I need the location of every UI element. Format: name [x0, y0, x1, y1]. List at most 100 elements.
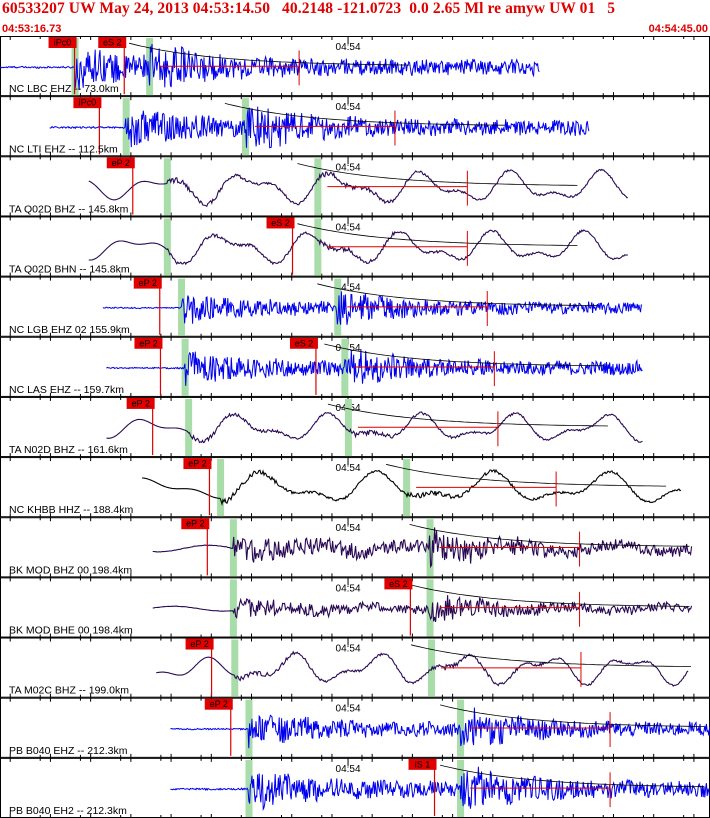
coda-curve — [324, 343, 605, 367]
theoretical-arrival-band — [341, 338, 349, 396]
pick-label: eP 2 — [188, 459, 206, 469]
pick-flag — [133, 277, 162, 289]
coda-curve — [409, 524, 690, 547]
pick-flag — [48, 37, 77, 48]
theoretical-arrival-band — [245, 759, 253, 817]
station-label: PB B040 EHZ -- 212.3km — [9, 745, 128, 757]
waveform-trace — [156, 650, 689, 687]
coda-curve — [224, 103, 505, 126]
pick-label: eP 2 — [131, 398, 149, 408]
coda-curve — [409, 584, 690, 607]
waveform-trace — [152, 527, 693, 569]
pick-label: eP 2 — [190, 639, 208, 649]
theoretical-arrival-band — [426, 579, 434, 637]
trace-row: 04:54 eP 2 BK MOD BHZ 00 198.4km — [0, 517, 710, 578]
trace-row: 04:54 eS 2 BK MOD BHE 00 198.4km — [0, 577, 710, 638]
pick-label: eP 2 — [186, 519, 204, 529]
coda-curve — [440, 704, 705, 727]
theoretical-arrival-band — [163, 218, 171, 276]
waveform-trace — [152, 595, 693, 623]
waveform-trace — [106, 348, 643, 386]
coda-curve — [317, 283, 598, 307]
station-label: PB B040 EH2 -- 212.3km — [9, 805, 127, 817]
station-label: TA N02D BHZ -- 161.6km — [9, 444, 128, 456]
trace-row: 04:54 eP 2 TA M02C BHZ -- 199.0km — [0, 637, 710, 698]
theoretical-arrival-band — [344, 398, 352, 457]
trace-row: 04:54 iS 1 PB B040 EH2 -- 212.3km — [0, 757, 710, 818]
theoretical-arrival-band — [314, 158, 322, 216]
waveform-trace — [49, 106, 590, 149]
coda-curve — [410, 644, 691, 667]
station-label: BK MOD BHZ 00 198.4km — [9, 564, 132, 576]
theoretical-arrival-band — [403, 459, 411, 517]
trace-row: 04:54 iPc0 NC LTI EHZ -- 112.5km — [0, 96, 710, 157]
time-tick-label: 04:54 — [336, 764, 361, 775]
time-tick-label: 04:54 — [336, 704, 361, 715]
time-tick-label: 04:54 — [336, 583, 361, 594]
trace-row: 04:54 eP 2 NC KHBB HHZ -- 188.4km — [0, 457, 710, 518]
station-label: BK MOD BHE 00 198.4km — [9, 625, 133, 637]
theoretical-arrival-band — [231, 639, 239, 697]
waveform-trace — [106, 411, 643, 444]
event-title: 60533207 UW May 24, 2013 04:53:14.50 40.… — [2, 0, 616, 17]
window-start-time: 04:53:16.73 — [2, 23, 62, 35]
pick-flag — [134, 337, 163, 349]
coda-curve — [327, 403, 608, 427]
seismogram-panel: 04:54 iPc0 eS 2 NC LBC EHZ -- 73.0km 04:54 iP… — [0, 36, 710, 818]
theoretical-arrival-band — [217, 459, 225, 517]
time-tick-label: 04:54 — [336, 283, 361, 294]
pick-label: eP 2 — [139, 338, 157, 348]
waveform-trace — [142, 468, 682, 507]
time-tick-label: 04:54 — [336, 162, 361, 173]
pick-label: eP 2 — [139, 278, 157, 288]
coda-curve — [386, 463, 667, 487]
pick-label: iPc0 — [54, 38, 72, 48]
theoretical-arrival-band — [229, 579, 237, 637]
pick-flag — [289, 337, 318, 349]
waveform-trace — [0, 43, 540, 91]
pick-label: eP 2 — [112, 158, 130, 168]
pick-flag — [185, 638, 214, 650]
pick-label: eP 2 — [210, 699, 228, 709]
pick-label: eS 2 — [271, 218, 290, 228]
pick-label: eS 2 — [389, 579, 408, 589]
theoretical-arrival-band — [229, 519, 237, 577]
theoretical-arrival-band — [457, 699, 465, 757]
pick-flag — [126, 397, 155, 409]
pick-flag — [266, 217, 295, 229]
pick-label: eS 2 — [103, 38, 122, 48]
time-tick-label: 04:54 — [336, 463, 361, 474]
theoretical-arrival-band — [185, 398, 193, 457]
coda-curve — [297, 223, 578, 246]
pick-label: iS 1 — [415, 759, 431, 769]
theoretical-arrival-band — [334, 278, 342, 336]
pick-label: iPc0 — [79, 98, 97, 108]
trace-row: 04:54 eP 2 TA Q02D BHZ -- 145.8km — [0, 156, 710, 217]
trace-row: 04:54 eS 2 TA Q02D BHN -- 145.8km — [0, 216, 710, 277]
pick-flag — [98, 37, 127, 48]
coda-curve — [440, 764, 705, 788]
pick-flag — [106, 157, 135, 169]
time-tick-label: 04:54 — [336, 644, 361, 655]
trace-row: 04:54 iPc0 eS 2 NC LBC EHZ -- 73.0km — [0, 36, 710, 97]
pick-flag — [181, 518, 210, 530]
station-label: NC LAS EHZ -- 159.7km — [9, 384, 124, 396]
pick-flag — [384, 578, 413, 590]
pick-flag — [73, 97, 102, 109]
waveform-trace — [170, 766, 710, 812]
theoretical-arrival-band — [314, 218, 322, 276]
pick-flag — [183, 458, 212, 470]
waveform-trace — [102, 291, 643, 325]
station-label: TA Q02D BHZ -- 145.8km — [9, 203, 129, 215]
station-label: NC LGB EHZ 02 155.9km — [9, 324, 130, 336]
window-end-time: 04:54:45.00 — [648, 23, 708, 35]
time-tick-label: 04:54 — [336, 222, 361, 233]
station-label: NC LTI EHZ -- 112.5km — [9, 143, 118, 155]
station-label: NC KHBB HHZ -- 188.4km — [9, 504, 134, 516]
station-label: TA M02C BHZ -- 199.0km — [9, 685, 129, 697]
time-tick-label: 04:54 — [336, 42, 361, 53]
theoretical-arrival-band — [163, 158, 171, 216]
time-tick-label: 04:54 — [336, 102, 361, 113]
record-header: 60533207 UW May 24, 2013 04:53:14.50 40.… — [0, 0, 710, 36]
